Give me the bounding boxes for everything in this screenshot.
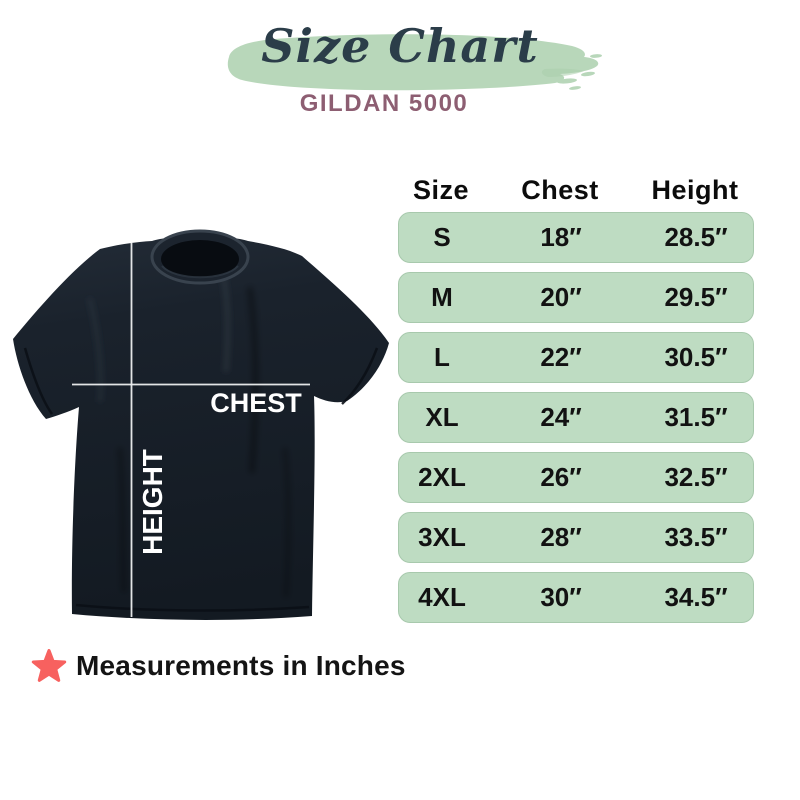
brush-stroke-shape — [227, 34, 599, 91]
col-header-height: Height — [651, 174, 739, 205]
cell-size: M — [431, 282, 453, 312]
cell-size: S — [433, 222, 451, 252]
fabric-wrinkles — [87, 257, 292, 598]
table-row-xl: XL 24″ 31.5″ — [398, 392, 754, 443]
table-row-2xl: 2XL 26″ 32.5″ — [398, 452, 754, 503]
tshirt-graphic: CHEST HEIGHT — [13, 229, 389, 620]
star-icon — [31, 649, 67, 682]
cell-chest: 26″ — [540, 462, 582, 492]
cell-chest: 18″ — [540, 222, 582, 252]
cell-size: XL — [425, 402, 459, 432]
measurements-note-row: Measurements in Inches — [31, 645, 406, 687]
cell-chest: 30″ — [540, 582, 582, 612]
table-row-m: M 20″ 29.5″ — [398, 272, 754, 323]
size-table-rows: S 18″ 28.5″ M 20″ 29.5″ L 22″ 30.5″ XL 2… — [398, 212, 754, 623]
page-title: Size Chart — [261, 19, 539, 73]
cell-size: 3XL — [418, 522, 466, 552]
cell-size: L — [434, 342, 450, 372]
cell-height: 29.5″ — [664, 282, 728, 312]
cell-chest: 24″ — [540, 402, 582, 432]
cell-height: 30.5″ — [664, 342, 728, 372]
measurements-note: Measurements in Inches — [76, 650, 406, 681]
cell-size: 4XL — [418, 582, 466, 612]
chest-label: CHEST — [210, 388, 302, 418]
size-table: Size Chest Height S 18″ 28.5″ M 20″ 29.5… — [398, 174, 754, 632]
cell-height: 32.5″ — [664, 462, 728, 492]
cell-height: 31.5″ — [664, 402, 728, 432]
tshirt-body — [13, 236, 389, 620]
size-table-header: Size Chest Height — [398, 174, 754, 206]
cell-height: 34.5″ — [664, 582, 728, 612]
table-row-s: S 18″ 28.5″ — [398, 212, 754, 263]
shirt-seams — [23, 347, 379, 612]
cell-height: 28.5″ — [664, 222, 728, 252]
product-subtitle: GILDAN 5000 — [299, 90, 469, 117]
cell-chest: 22″ — [540, 342, 582, 372]
cell-chest: 20″ — [540, 282, 582, 312]
col-header-chest: Chest — [521, 174, 599, 205]
table-row-4xl: 4XL 30″ 34.5″ — [398, 572, 754, 623]
cell-size: 2XL — [418, 462, 466, 492]
height-label: HEIGHT — [137, 449, 168, 555]
brush-stroke-graphic — [227, 34, 602, 91]
crew-neck-collar — [150, 229, 250, 285]
col-header-size: Size — [412, 174, 470, 205]
table-row-3xl: 3XL 28″ 33.5″ — [398, 512, 754, 563]
table-row-l: L 22″ 30.5″ — [398, 332, 754, 383]
cell-height: 33.5″ — [664, 522, 728, 552]
cell-chest: 28″ — [540, 522, 582, 552]
